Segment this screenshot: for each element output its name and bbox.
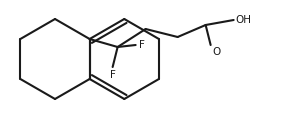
Text: F: F [110, 70, 116, 80]
Text: OH: OH [236, 15, 252, 25]
Text: F: F [139, 40, 145, 50]
Text: O: O [213, 47, 221, 57]
